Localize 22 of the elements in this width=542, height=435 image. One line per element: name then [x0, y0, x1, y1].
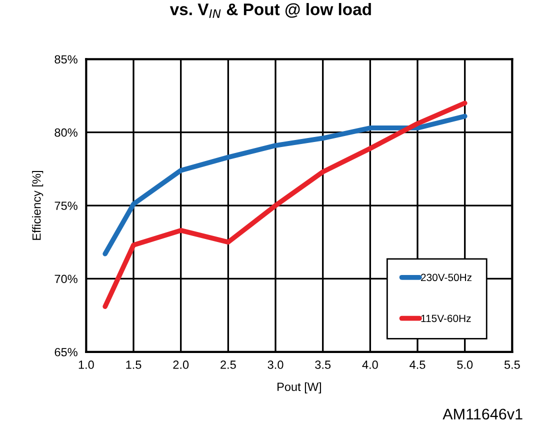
x-tick-label: 5.0: [457, 360, 473, 369]
x-tick-label: 5.5: [504, 360, 520, 369]
line-series: [102, 114, 468, 256]
chart-title: vs. V$_{IN}$ & Pout @ low load: [170, 3, 371, 18]
x-tick-label: 1.5: [126, 360, 142, 369]
text: AM11646v1: [442, 408, 522, 420]
y-axis-title: Efficiency [%]: [32, 171, 44, 240]
legend-label: 115V-60Hz: [421, 314, 471, 322]
y-tick-label: 85%: [54, 55, 78, 64]
x-tick-label: 2.5: [220, 360, 236, 369]
x-tick-label: 3.5: [315, 360, 331, 369]
legend-label: 230V-50Hz: [421, 274, 472, 282]
x-tick-label: 2.0: [173, 360, 189, 369]
y-tick-label: 75%: [54, 202, 78, 210]
x-axis-title: Pout [W]: [278, 382, 321, 394]
y-tick-label: 80%: [54, 128, 78, 137]
y-tick-label: 70%: [54, 274, 78, 284]
y-tick-label: 65%: [54, 348, 78, 356]
x-tick-label: 4.5: [410, 360, 426, 369]
x-tick-label: 4.0: [362, 360, 378, 369]
x-tick-label: 1.0: [78, 360, 94, 369]
x-tick-label: 3.0: [268, 360, 284, 369]
